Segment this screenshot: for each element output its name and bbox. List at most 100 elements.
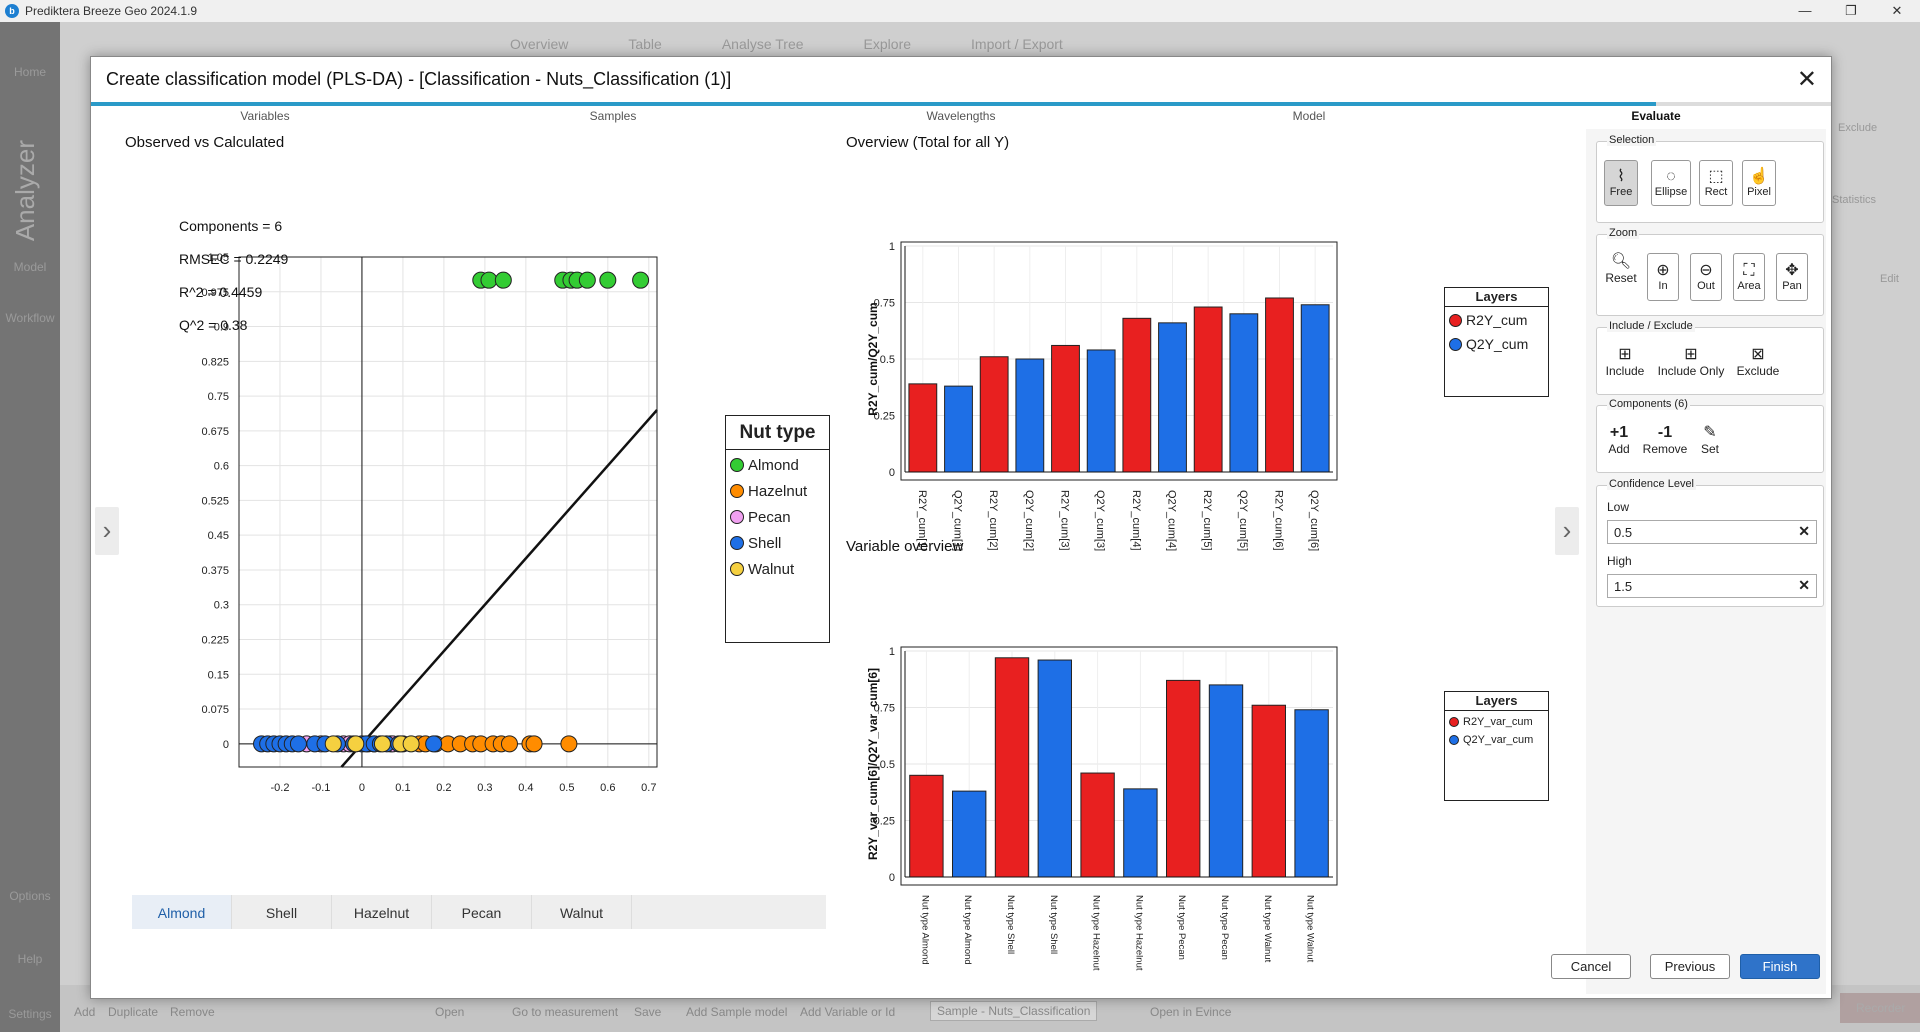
zoom-out-button[interactable]: ⊖ Out <box>1690 253 1722 301</box>
bg-recorder[interactable]: Recorder <box>1840 993 1920 1023</box>
selection-group-label: Selection <box>1607 134 1657 146</box>
step-variables[interactable]: Variables <box>240 109 290 123</box>
legend-item-pecan[interactable]: Pecan <box>726 504 829 530</box>
maximize-button[interactable]: ❐ <box>1845 3 1857 18</box>
window-close-button[interactable]: ✕ <box>1891 3 1903 18</box>
observed-vs-calculated-title: Observed vs Calculated <box>125 134 285 151</box>
zoom-area-icon: ⛶ <box>1743 262 1755 279</box>
dialog-close-button[interactable]: ✕ <box>1796 66 1817 93</box>
bg-add-variable[interactable]: Add Variable or Id <box>800 1005 896 1019</box>
sidebar-help[interactable]: Help <box>17 952 43 966</box>
zoom-in-button[interactable]: ⊕ In <box>1647 253 1679 301</box>
legend-label: Q2Y_var_cum <box>1463 734 1534 746</box>
y-tick-label: 1 <box>889 241 895 253</box>
step-model[interactable]: Model <box>1292 109 1326 123</box>
bg-save[interactable]: Save <box>634 1005 662 1019</box>
category-tab-almond[interactable]: Almond <box>132 895 232 929</box>
bg-go-to-measurement[interactable]: Go to measurement <box>512 1005 619 1019</box>
previous-plot-arrow[interactable]: › <box>95 507 119 555</box>
include-button[interactable]: ⊞ Include <box>1604 346 1646 378</box>
legend-swatch <box>730 562 744 576</box>
bg-duplicate[interactable]: Duplicate <box>108 1005 159 1019</box>
legend-item-q2y-var-cum[interactable]: Q2Y_var_cum <box>1445 731 1548 749</box>
overview-chart-title: Overview (Total for all Y) <box>846 134 1010 151</box>
sidebar-analyzer[interactable]: Analyzer <box>10 140 40 242</box>
clear-low-icon[interactable]: ✕ <box>1798 523 1810 539</box>
exclude-button[interactable]: ⊠ Exclude <box>1735 346 1781 378</box>
observed-vs-calculated-chart[interactable]: -0.2 -0.1 0 0.1 0.2 0.3 0.4 0.5 0.6 0.7 0 0.075 0.15… <box>131 177 701 917</box>
category-tab-hazelnut[interactable]: Hazelnut <box>332 895 432 929</box>
legend-item-r2y-var-cum[interactable]: R2Y_var_cum <box>1445 713 1548 731</box>
variable-overview-bar-chart[interactable]: 0 0.25 0.5 0.75 1 Nut type Almond Nut type Alm… <box>851 572 1511 972</box>
category-tab-pecan[interactable]: Pecan <box>432 895 532 929</box>
high-confidence-input[interactable]: 1.5 ✕ <box>1607 574 1817 598</box>
rect-select-icon: ⬚ <box>1708 168 1724 185</box>
bg-statistics[interactable]: Statistics <box>1832 194 1877 206</box>
finish-button[interactable]: Finish <box>1740 954 1820 979</box>
legend-title: Nut type <box>726 416 829 450</box>
sidebar-workflow[interactable]: Workflow <box>5 311 55 325</box>
pan-button[interactable]: ✥ Pan <box>1776 253 1808 301</box>
tab-overview[interactable]: Overview <box>510 36 569 52</box>
legend-item-q2y-cum[interactable]: Q2Y_cum <box>1445 332 1548 356</box>
sidebar-options[interactable]: Options <box>9 889 51 903</box>
pan-label: Pan <box>1782 280 1802 292</box>
include-only-button[interactable]: ⊞ Include Only <box>1655 346 1727 378</box>
minimize-button[interactable]: — <box>1798 3 1812 18</box>
legend-item-hazelnut[interactable]: Hazelnut <box>726 478 829 504</box>
bg-exclude[interactable]: Exclude <box>1838 122 1878 134</box>
remove-component-button[interactable]: -1 Remove <box>1642 424 1688 456</box>
legend-item-r2y-cum[interactable]: R2Y_cum <box>1445 308 1548 332</box>
bg-open[interactable]: Open <box>435 1005 465 1019</box>
bg-remove[interactable]: Remove <box>170 1005 215 1019</box>
category-tab-walnut[interactable]: Walnut <box>532 895 632 929</box>
tab-table[interactable]: Table <box>628 36 662 52</box>
step-wavelengths[interactable]: Wavelengths <box>926 109 996 123</box>
select-free-button[interactable]: ⌇ Free <box>1604 160 1638 206</box>
nut-type-legend: Nut type Almond Hazelnut Pecan Shell Walnut <box>725 415 830 643</box>
x-tick-label: R2Y_cum[6] <box>1273 490 1285 551</box>
select-rect-button[interactable]: ⬚ Rect <box>1699 160 1733 206</box>
sidebar-home[interactable]: Home <box>13 65 46 79</box>
sidebar-model[interactable]: Model <box>13 260 47 274</box>
select-ellipse-button[interactable]: ◌ Ellipse <box>1651 160 1691 206</box>
bg-edit[interactable]: Edit <box>1880 273 1899 285</box>
zoom-group-label: Zoom <box>1607 227 1640 239</box>
legend-label: Shell <box>748 534 782 552</box>
legend-item-almond[interactable]: Almond <box>726 452 829 478</box>
category-tab-shell[interactable]: Shell <box>232 895 332 929</box>
previous-button[interactable]: Previous <box>1650 954 1730 979</box>
zoom-area-button[interactable]: ⛶ Area <box>1733 253 1765 301</box>
tab-analyse-tree[interactable]: Analyse Tree <box>721 36 804 52</box>
bg-sample-dropdown[interactable]: Sample - Nuts_Classification <box>930 1001 1098 1021</box>
select-pixel-button[interactable]: ☝ Pixel <box>1742 160 1776 206</box>
bg-add-sample-model[interactable]: Add Sample model <box>686 1005 788 1019</box>
bar-r2y-cum-6- <box>1265 297 1294 473</box>
tab-explore[interactable]: Explore <box>863 36 912 52</box>
x-tick-label: Q2Y_cum[6] <box>1308 490 1320 551</box>
plot-frame <box>238 256 658 768</box>
low-confidence-input[interactable]: 0.5 ✕ <box>1607 520 1817 544</box>
sidebar-settings[interactable]: Settings <box>8 1007 52 1021</box>
y-tick-label: 0 <box>889 467 895 479</box>
bar-nut-type-walnut <box>1251 704 1286 878</box>
low-label: Low <box>1607 500 1630 514</box>
legend-item-walnut[interactable]: Walnut <box>726 556 829 582</box>
cancel-button[interactable]: Cancel <box>1551 954 1631 979</box>
bar-q2y-cum-6- <box>1300 304 1330 473</box>
set-component-button[interactable]: ✎ Set <box>1695 424 1725 456</box>
bar-r2y-cum-1- <box>908 383 938 473</box>
clear-high-icon[interactable]: ✕ <box>1798 577 1810 593</box>
tab-import-export[interactable]: Import / Export <box>971 36 1063 52</box>
legend-item-shell[interactable]: Shell <box>726 530 829 556</box>
overview-bar-chart[interactable]: 0 0.25 0.5 0.75 1 R2Y_cum[1] Q2Y_cum[1] R2Y_cum… <box>851 167 1511 567</box>
step-samples[interactable]: Samples <box>589 109 637 123</box>
next-plot-arrow[interactable]: › <box>1555 507 1579 555</box>
step-evaluate[interactable]: Evaluate <box>1631 109 1681 123</box>
add-component-button[interactable]: +1 Add <box>1604 424 1634 456</box>
bg-add[interactable]: Add <box>74 1005 96 1019</box>
zoom-reset-button[interactable]: 🔍︎ Reset <box>1604 253 1638 285</box>
select-free-label: Free <box>1609 186 1633 198</box>
bg-open-in-evince[interactable]: Open in Evince <box>1150 1005 1232 1019</box>
components-group: Components (6) +1 Add -1 Remove ✎ Set <box>1596 398 1824 473</box>
